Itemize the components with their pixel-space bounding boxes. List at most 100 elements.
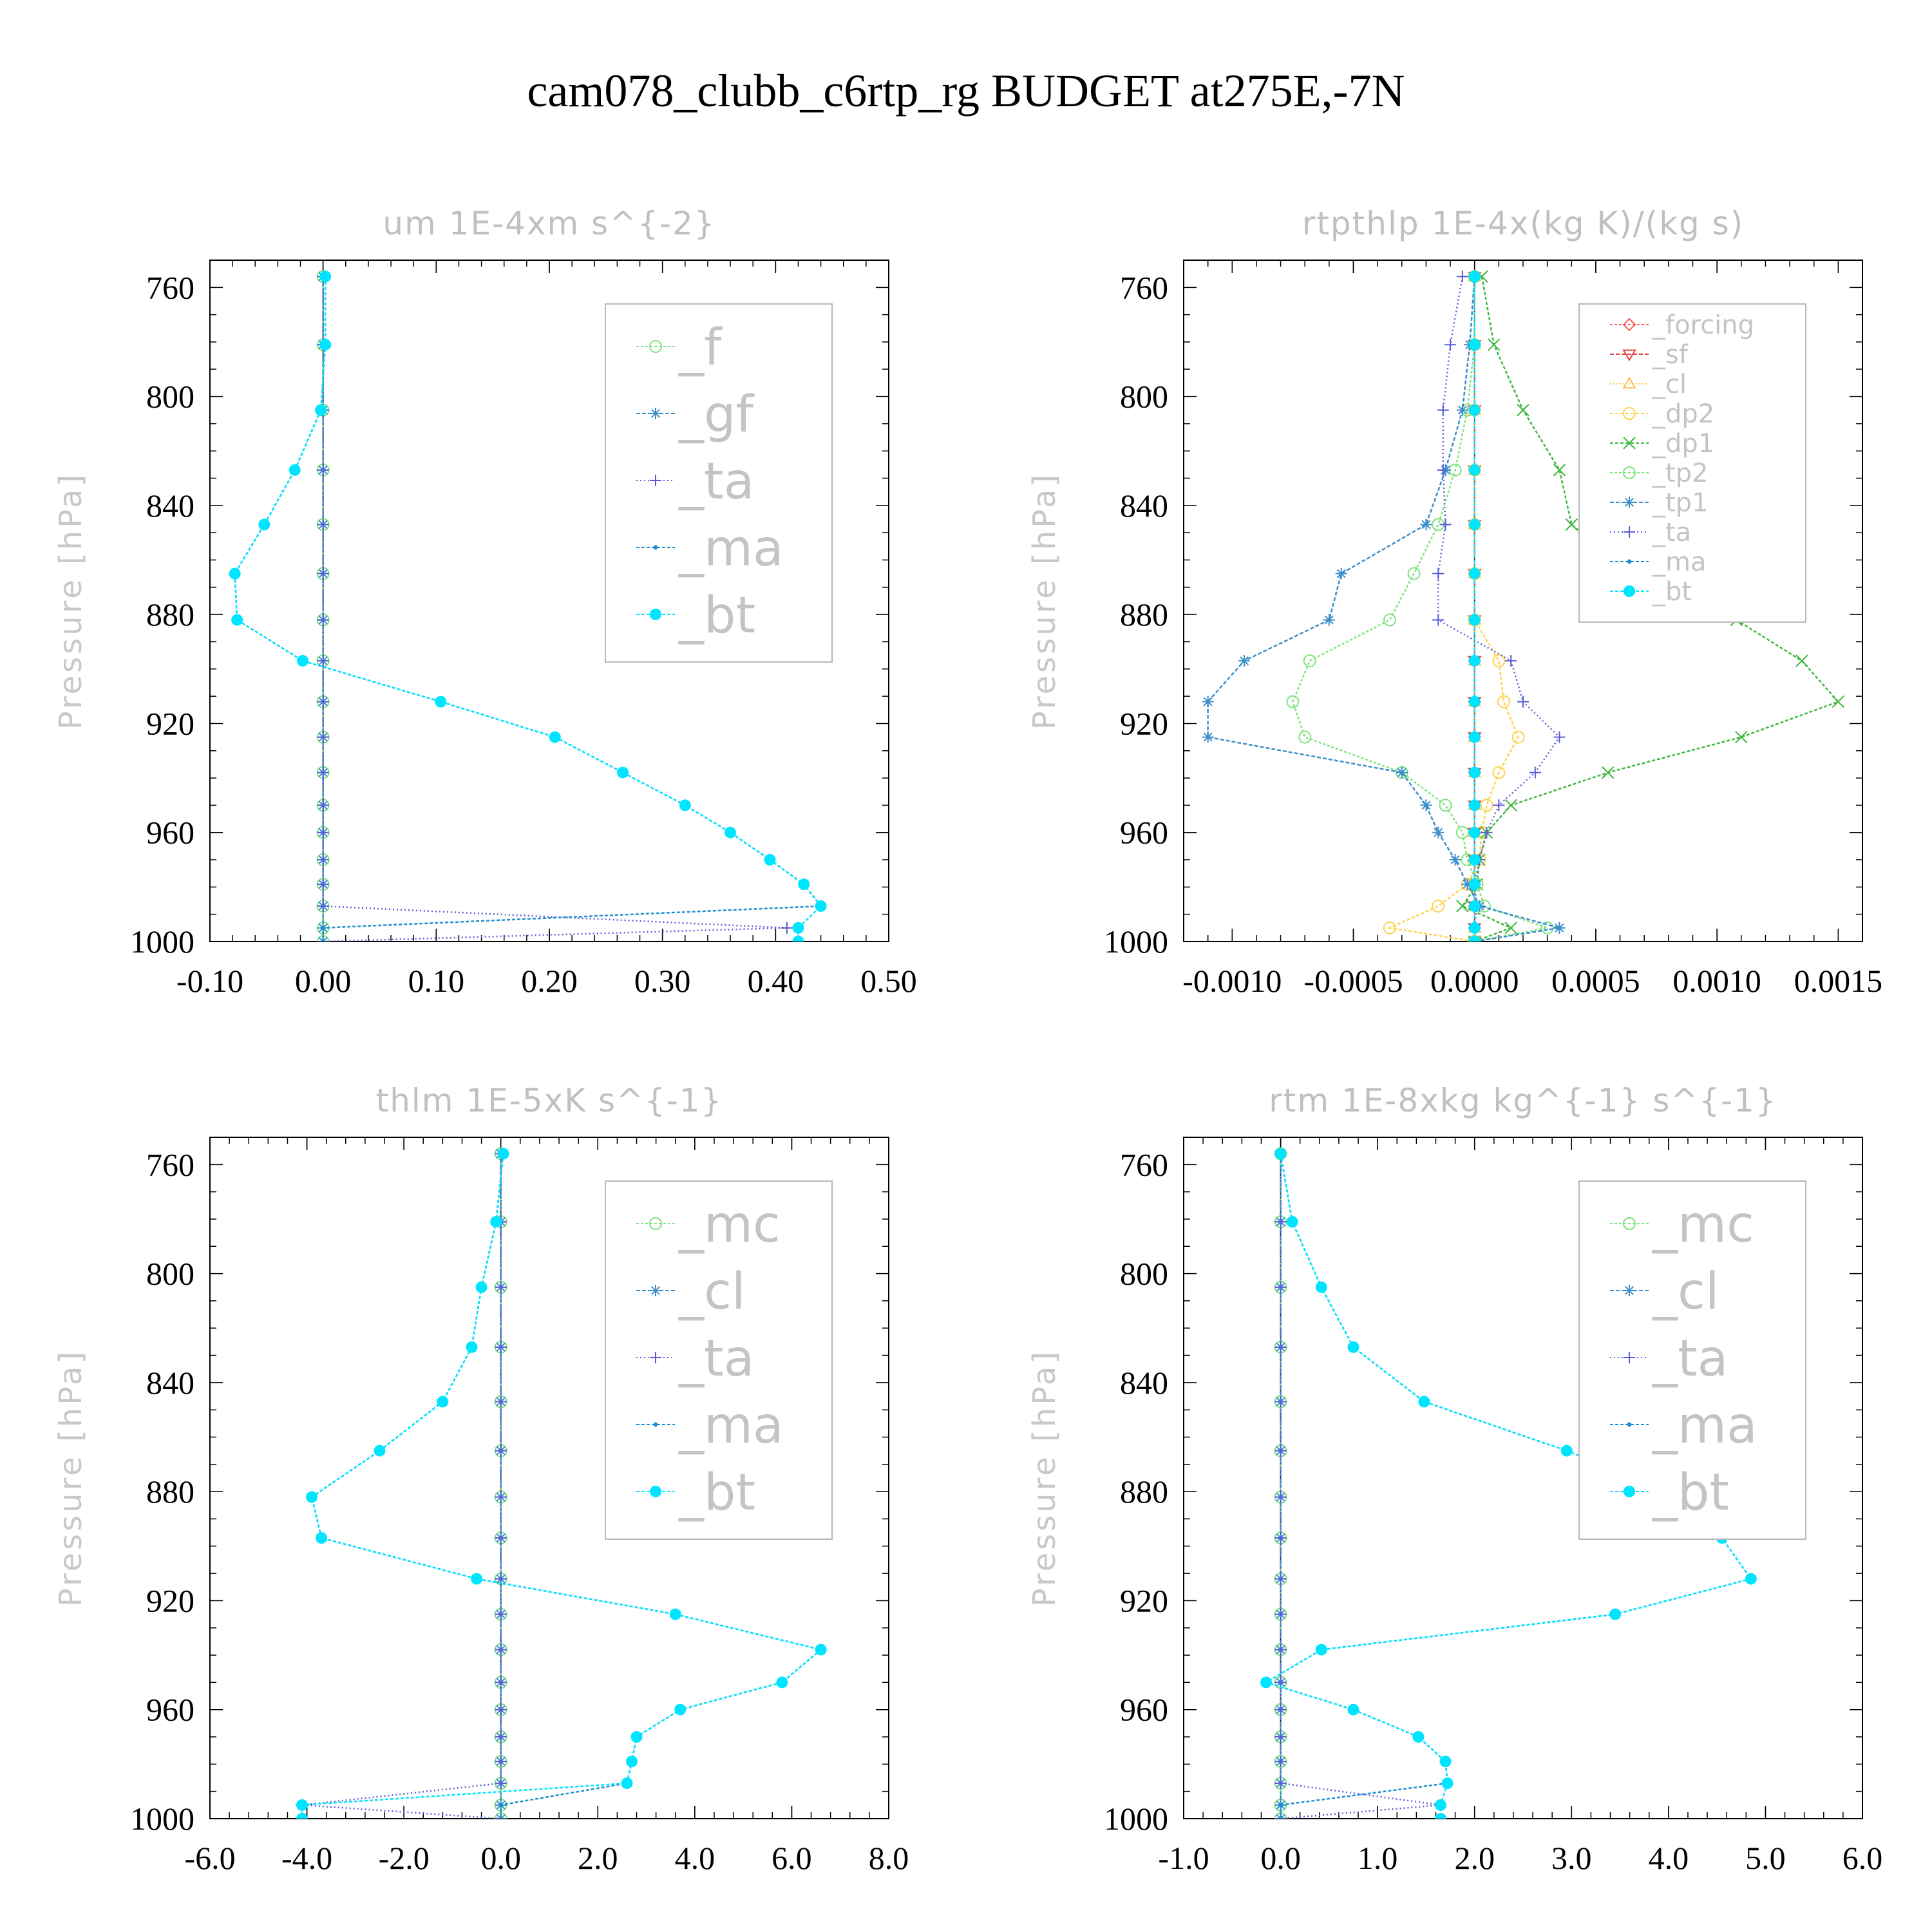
legend-label: _cl bbox=[1652, 1263, 1719, 1321]
series-point-bt bbox=[1286, 1216, 1298, 1228]
legend-marker-ta bbox=[1624, 526, 1635, 538]
series-point-tp2 bbox=[1407, 567, 1421, 580]
series-point-dp1 bbox=[1504, 799, 1517, 812]
chart-panel-1: um 1E-4xm s^{-2} Pressure [hPa] 760 800 840 8… bbox=[53, 205, 917, 999]
x-tick-label: -1.0 bbox=[1158, 1840, 1209, 1876]
legend-marker-ma bbox=[1627, 559, 1632, 564]
series-point-ta bbox=[495, 1532, 507, 1544]
series-point-ta bbox=[1439, 518, 1452, 531]
y-tick-label: 920 bbox=[1120, 705, 1168, 741]
series-point-bt bbox=[815, 1643, 827, 1656]
legend-marker-cl bbox=[1622, 377, 1636, 389]
y-tick-label: 920 bbox=[146, 1582, 194, 1618]
series-point-dp2 bbox=[1480, 799, 1493, 812]
series-point-ta bbox=[1437, 404, 1449, 416]
legend-marker-dp1 bbox=[1623, 437, 1636, 450]
y-axis-label: Pressure [hPa] bbox=[1027, 1349, 1063, 1607]
legend-label: _ta bbox=[678, 453, 754, 511]
series-point-dp2 bbox=[1511, 730, 1525, 744]
x-tick-label: 8.0 bbox=[869, 1840, 909, 1876]
legend-label: _dp1 bbox=[1652, 429, 1714, 459]
series-point-bt bbox=[1745, 1573, 1757, 1585]
series-point-ta bbox=[317, 518, 329, 531]
legend-label: _cl bbox=[678, 1263, 746, 1321]
series-point-tp2 bbox=[1540, 921, 1554, 934]
series-point-bt bbox=[315, 404, 327, 416]
series-point-bt bbox=[621, 1777, 633, 1789]
series-line-ta bbox=[301, 1153, 502, 1819]
series-point-bt bbox=[1468, 766, 1481, 779]
series-point-bt bbox=[297, 655, 309, 667]
y-tick-label: 800 bbox=[146, 1256, 194, 1292]
legend-label: _mc bbox=[678, 1196, 781, 1254]
series-line-ta bbox=[1437, 276, 1561, 942]
series-point-bt bbox=[1412, 1731, 1425, 1743]
legend-label: _tp1 bbox=[1652, 488, 1709, 518]
x-tick-label: 0.10 bbox=[408, 963, 465, 999]
legend-label: _bt bbox=[1652, 577, 1692, 607]
legend-box bbox=[605, 1180, 833, 1540]
y-tick-label: 880 bbox=[1120, 1473, 1168, 1510]
series-point-bt bbox=[374, 1444, 386, 1457]
legend-marker-cl bbox=[1624, 1285, 1635, 1296]
series-point-ta bbox=[495, 1731, 507, 1743]
x-tick-label: -4.0 bbox=[281, 1840, 332, 1876]
series-point-ta bbox=[495, 1444, 507, 1457]
series-point-bt bbox=[437, 1396, 449, 1408]
series-point-bt bbox=[1435, 1799, 1447, 1811]
series-point-bt bbox=[549, 731, 561, 743]
y-tick-label: 960 bbox=[146, 815, 194, 851]
x-tick-label: -6.0 bbox=[184, 1840, 235, 1876]
series-point-ta bbox=[495, 1396, 507, 1408]
series-point-dp2 bbox=[1492, 766, 1506, 779]
x-tick-label: 6.0 bbox=[772, 1840, 812, 1876]
series-point-dp1 bbox=[1565, 518, 1578, 531]
x-tick-label: -2.0 bbox=[379, 1840, 430, 1876]
series-point-bt bbox=[1468, 878, 1481, 891]
series-point-ta bbox=[1493, 799, 1505, 811]
series-point-bt bbox=[815, 900, 827, 912]
series-point-bt bbox=[1315, 1643, 1327, 1656]
series-point-tp1 bbox=[1202, 696, 1214, 708]
series-point-ta bbox=[1553, 731, 1566, 743]
legend-label: _bt bbox=[678, 587, 755, 645]
legend-marker-tp2 bbox=[1623, 466, 1636, 479]
x-tick-label: 4.0 bbox=[1649, 1840, 1689, 1876]
series-point-ta bbox=[317, 731, 329, 743]
legend-label: _sf bbox=[1652, 340, 1689, 370]
y-tick-label: 1000 bbox=[1104, 1801, 1168, 1837]
x-tick-label: -0.0010 bbox=[1182, 963, 1282, 999]
series-point-ma bbox=[498, 1803, 504, 1808]
series-point-bt bbox=[792, 936, 804, 942]
y-tick-label: 760 bbox=[146, 269, 194, 305]
series-point-ma bbox=[321, 925, 326, 931]
chart-panel-4: rtm 1E-8xkg kg^{-1} s^{-1} Pressure [hPa]… bbox=[1027, 1082, 1882, 1876]
series-point-bt bbox=[1347, 1341, 1359, 1353]
series-point-tp1 bbox=[1420, 799, 1432, 811]
y-tick-label: 800 bbox=[146, 379, 194, 415]
series-point-bt bbox=[669, 1608, 681, 1620]
legend-marker-forcing bbox=[1622, 317, 1636, 332]
series-point-bt bbox=[1609, 1608, 1622, 1620]
series-point-bt bbox=[630, 1731, 643, 1743]
y-tick-label: 920 bbox=[146, 705, 194, 741]
x-tick-label: 0.50 bbox=[860, 963, 917, 999]
x-tick-label: 0.0010 bbox=[1672, 963, 1761, 999]
series-point-bt bbox=[1468, 464, 1481, 476]
y-tick-label: 1000 bbox=[130, 1801, 194, 1837]
x-tick-label: 0.0005 bbox=[1551, 963, 1640, 999]
series-point-ta bbox=[495, 1756, 507, 1768]
series-line-dp2 bbox=[1387, 276, 1519, 942]
legend-label: _ma bbox=[678, 1397, 784, 1455]
legend-marker-tp1 bbox=[1624, 497, 1635, 508]
x-tick-label: 0.30 bbox=[634, 963, 691, 999]
y-axis-label: Pressure [hPa] bbox=[53, 472, 89, 730]
legend-marker-ta bbox=[650, 1352, 661, 1363]
series-point-bt bbox=[1468, 655, 1481, 667]
series-point-tp1 bbox=[1456, 404, 1468, 416]
series-point-bt bbox=[1468, 900, 1481, 912]
x-tick-label: 2.0 bbox=[578, 1840, 618, 1876]
series-point-bt bbox=[229, 567, 241, 580]
series-point-ta bbox=[495, 1608, 507, 1620]
y-tick-label: 840 bbox=[1120, 1365, 1168, 1401]
